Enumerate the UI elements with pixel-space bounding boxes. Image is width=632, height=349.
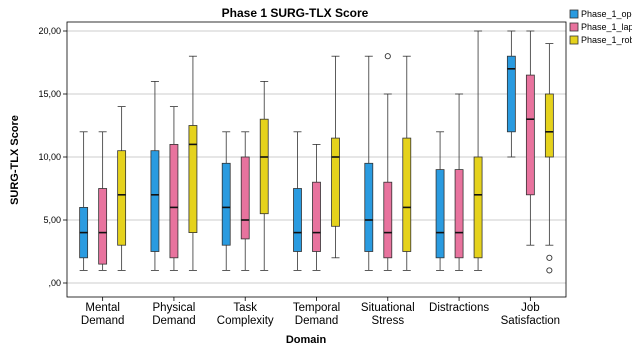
box-iqr <box>221 162 231 246</box>
box-iqr <box>331 137 340 227</box>
box-Phase_1_ope-4 <box>364 55 374 271</box>
box-Phase_1_rob-0 <box>117 106 127 271</box>
box-Phase_1_ope-0 <box>79 131 89 271</box>
box-Phase_1_ope-3 <box>293 131 302 271</box>
box-iqr <box>544 93 554 158</box>
box-Phase_1_rob-3 <box>331 55 340 259</box>
box-Phase_1_lap-4 <box>383 53 393 271</box>
legend-swatch <box>569 35 579 45</box>
box-iqr <box>435 169 445 259</box>
outlier-point <box>546 254 553 261</box>
box-iqr <box>506 55 516 133</box>
y-tick-label: 15,00 <box>38 89 61 99</box>
box-Phase_1_lap-0 <box>98 131 108 271</box>
x-category-label: Stress <box>371 315 404 327</box>
legend: Phase_1_ope Phase_1_lap Phase_1_rob <box>569 9 632 45</box>
legend-label: Phase_1_rob <box>581 35 632 45</box>
box-iqr <box>240 156 250 240</box>
box-Phase_1_lap-5 <box>454 93 464 271</box>
box-series <box>79 30 554 274</box>
y-tick-label: ,00 <box>48 278 61 288</box>
y-tick-label: 5,00 <box>43 215 61 225</box>
box-Phase_1_lap-3 <box>312 143 321 271</box>
box-iqr <box>525 74 535 196</box>
x-category-label: Demand <box>81 315 124 327</box>
series-Phase_1_rob <box>117 30 554 274</box>
box-Phase_1_rob-4 <box>402 55 412 271</box>
legend-swatch <box>569 22 579 32</box>
x-category-label: Demand <box>152 315 195 327</box>
box-Phase_1_ope-6 <box>506 30 516 158</box>
box-iqr <box>402 137 412 252</box>
y-axis-title: SURG-TLX Score <box>9 115 21 205</box>
box-Phase_1_rob-1 <box>188 55 198 271</box>
x-category-label: Temporal <box>293 302 340 314</box>
chart-title: Phase 1 SURG-TLX Score <box>222 6 369 20</box>
x-category-label: Satisfaction <box>501 315 560 327</box>
box-iqr <box>383 181 393 259</box>
x-category-label: Task <box>233 302 257 314</box>
x-category-label: Demand <box>295 315 338 327</box>
x-category-label: Physical <box>153 302 196 314</box>
box-iqr <box>259 118 269 215</box>
box-Phase_1_rob-2 <box>259 81 269 271</box>
y-tick-label: 10,00 <box>38 152 61 162</box>
box-Phase_1_lap-6 <box>525 30 535 246</box>
x-category-label: Mental <box>85 302 120 314</box>
legend-swatch <box>569 9 579 19</box>
outlier-point <box>384 53 391 60</box>
box-iqr <box>364 162 374 252</box>
x-category-label: Complexity <box>217 315 274 327</box>
box-iqr <box>98 188 108 265</box>
box-Phase_1_ope-5 <box>435 131 445 271</box>
box-iqr <box>188 125 198 233</box>
box-iqr <box>150 150 160 252</box>
x-category-label: Job <box>521 302 540 314</box>
box-iqr <box>117 150 127 246</box>
box-iqr <box>293 188 302 252</box>
box-iqr <box>312 181 321 252</box>
series-Phase_1_ope <box>79 30 516 271</box>
outlier-point <box>546 267 553 274</box>
y-axis-ticks: ,00 5,00 10,00 15,00 20,00 <box>38 26 67 288</box>
box-Phase_1_ope-2 <box>221 131 231 271</box>
box-Phase_1_lap-1 <box>169 106 179 271</box>
y-tick-label: 20,00 <box>38 26 61 36</box>
box-iqr <box>454 169 464 259</box>
x-axis-title: Domain <box>286 334 327 346</box>
legend-label: Phase_1_lap <box>581 22 632 32</box>
x-category-label: Distractions <box>429 302 489 314</box>
series-Phase_1_lap <box>98 30 535 271</box>
box-iqr <box>473 156 483 259</box>
legend-label: Phase_1_ope <box>581 9 632 19</box>
box-Phase_1_lap-2 <box>240 131 250 271</box>
box-Phase_1_ope-1 <box>150 81 160 271</box>
x-category-label: Situational <box>361 302 415 314</box>
box-iqr <box>169 143 179 259</box>
x-axis-categories: MentalDemandPhysicalDemandTaskComplexity… <box>81 297 560 327</box>
box-Phase_1_rob-6 <box>544 43 554 274</box>
box-Phase_1_rob-5 <box>473 30 483 271</box>
